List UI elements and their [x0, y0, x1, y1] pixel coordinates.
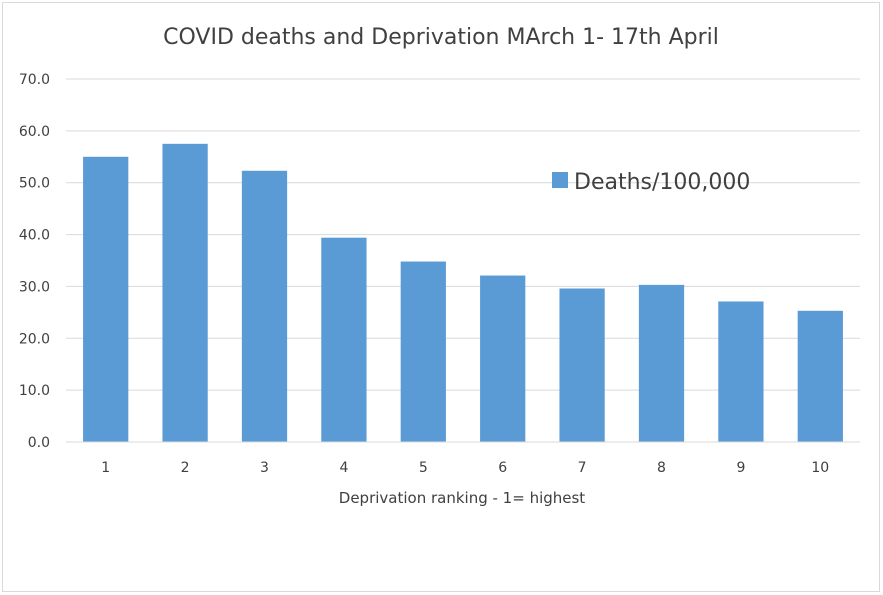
- y-tick-label: 20.0: [19, 331, 50, 347]
- y-tick-label: 50.0: [19, 176, 50, 192]
- bars: [83, 143, 843, 443]
- bar: [400, 261, 446, 442]
- bar: [718, 301, 764, 442]
- bar: [321, 237, 367, 442]
- x-axis-ticks: 1 2 3 4 5 6 7 8 9 10: [101, 460, 829, 476]
- x-tick-label: 5: [419, 460, 428, 476]
- y-tick-label: 0.0: [28, 435, 50, 451]
- y-tick-label: 40.0: [19, 228, 50, 244]
- x-tick-label: 9: [736, 460, 745, 476]
- y-tick-label: 70.0: [19, 72, 50, 88]
- legend: Deaths/100,000: [552, 170, 750, 195]
- bar: [83, 156, 129, 443]
- bar: [797, 310, 843, 442]
- x-tick-label: 4: [339, 460, 348, 476]
- x-axis-label: Deprivation ranking - 1= highest: [339, 489, 586, 507]
- legend-swatch: [552, 172, 568, 188]
- y-tick-label: 60.0: [19, 124, 50, 140]
- bar: [559, 288, 605, 442]
- bar: [162, 143, 208, 443]
- bar: [480, 275, 526, 442]
- chart-title: COVID deaths and Deprivation MArch 1- 17…: [163, 25, 719, 50]
- x-tick-label: 8: [657, 460, 666, 476]
- y-tick-label: 30.0: [19, 279, 50, 295]
- y-tick-label: 10.0: [19, 383, 50, 399]
- y-axis-ticks: 0.0 10.0 20.0 30.0 40.0 50.0 60.0 70.0: [19, 72, 50, 451]
- bar: [241, 170, 288, 442]
- x-tick-label: 7: [578, 460, 587, 476]
- x-tick-label: 3: [260, 460, 269, 476]
- x-tick-label: 1: [101, 460, 110, 476]
- bar: [638, 284, 685, 442]
- x-tick-label: 6: [498, 460, 507, 476]
- x-tick-label: 10: [811, 460, 829, 476]
- x-tick-label: 2: [181, 460, 190, 476]
- legend-label: Deaths/100,000: [574, 170, 750, 195]
